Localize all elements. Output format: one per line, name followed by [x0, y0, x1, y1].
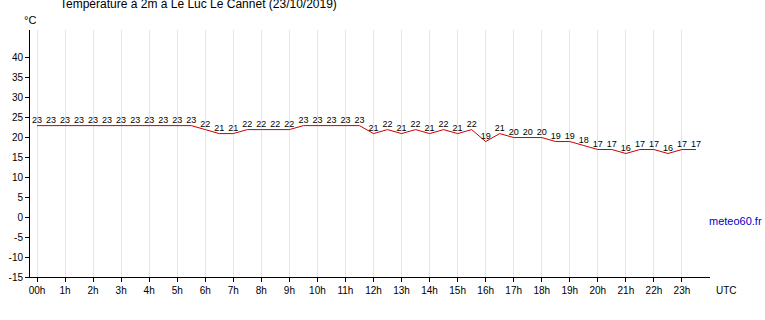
svg-text:7h: 7h [228, 285, 239, 296]
svg-text:5h: 5h [172, 285, 183, 296]
svg-text:10: 10 [12, 172, 24, 183]
svg-text:17: 17 [593, 139, 603, 149]
svg-text:25: 25 [12, 112, 24, 123]
svg-text:9h: 9h [284, 285, 295, 296]
svg-text:22: 22 [284, 119, 294, 129]
svg-text:21: 21 [369, 123, 379, 133]
svg-text:13h: 13h [393, 285, 410, 296]
svg-text:21: 21 [228, 123, 238, 133]
svg-text:18h: 18h [533, 285, 550, 296]
svg-text:23: 23 [326, 115, 336, 125]
svg-text:20: 20 [509, 127, 519, 137]
svg-text:20: 20 [12, 132, 24, 143]
svg-text:16: 16 [663, 143, 673, 153]
svg-text:3h: 3h [116, 285, 127, 296]
svg-text:22: 22 [411, 119, 421, 129]
svg-text:23: 23 [158, 115, 168, 125]
svg-text:15h: 15h [449, 285, 466, 296]
svg-text:19h: 19h [561, 285, 578, 296]
svg-text:22: 22 [467, 119, 477, 129]
svg-text:23: 23 [298, 115, 308, 125]
svg-text:10h: 10h [309, 285, 326, 296]
svg-text:17: 17 [691, 139, 701, 149]
svg-text:6h: 6h [200, 285, 211, 296]
svg-text:23: 23 [60, 115, 70, 125]
svg-text:23: 23 [74, 115, 84, 125]
svg-text:17: 17 [677, 139, 687, 149]
svg-text:35: 35 [12, 72, 24, 83]
svg-text:-5: -5 [14, 232, 23, 243]
svg-text:17: 17 [607, 139, 617, 149]
svg-text:16: 16 [621, 143, 631, 153]
svg-text:12h: 12h [365, 285, 382, 296]
svg-text:-15: -15 [9, 272, 24, 283]
svg-text:23: 23 [340, 115, 350, 125]
svg-text:18: 18 [579, 135, 589, 145]
svg-text:meteo60.fr: meteo60.fr [709, 215, 762, 227]
svg-text:21: 21 [425, 123, 435, 133]
svg-text:40: 40 [12, 52, 24, 63]
svg-text:-10: -10 [9, 252, 24, 263]
svg-text:23: 23 [102, 115, 112, 125]
svg-text:23: 23 [354, 115, 364, 125]
svg-text:19: 19 [551, 131, 561, 141]
svg-text:22: 22 [270, 119, 280, 129]
svg-text:21h: 21h [618, 285, 635, 296]
svg-text:17: 17 [649, 139, 659, 149]
svg-text:23: 23 [116, 115, 126, 125]
svg-text:22: 22 [256, 119, 266, 129]
svg-text:15: 15 [12, 152, 24, 163]
svg-text:23: 23 [186, 115, 196, 125]
svg-text:17h: 17h [505, 285, 522, 296]
svg-text:0: 0 [17, 212, 23, 223]
svg-text:22: 22 [383, 119, 393, 129]
svg-text:21: 21 [453, 123, 463, 133]
svg-text:23: 23 [130, 115, 140, 125]
svg-text:30: 30 [12, 92, 24, 103]
svg-text:21: 21 [495, 123, 505, 133]
svg-text:20: 20 [523, 127, 533, 137]
svg-text:20h: 20h [589, 285, 606, 296]
svg-text:1h: 1h [59, 285, 70, 296]
svg-text:00h: 00h [29, 285, 46, 296]
svg-text:17: 17 [635, 139, 645, 149]
svg-text:2h: 2h [88, 285, 99, 296]
svg-text:UTC: UTC [716, 285, 737, 296]
svg-text:Température à 2m à Le Luc Le C: Température à 2m à Le Luc Le Cannet (23/… [60, 0, 337, 11]
svg-text:23: 23 [312, 115, 322, 125]
svg-text:23: 23 [144, 115, 154, 125]
svg-text:11h: 11h [337, 285, 353, 296]
svg-text:23h: 23h [674, 285, 691, 296]
svg-text:14h: 14h [421, 285, 438, 296]
svg-text:23: 23 [46, 115, 56, 125]
svg-text:21: 21 [397, 123, 407, 133]
svg-text:21: 21 [214, 123, 224, 133]
svg-text:20: 20 [537, 127, 547, 137]
svg-text:8h: 8h [256, 285, 267, 296]
svg-text:22: 22 [242, 119, 252, 129]
svg-text:19: 19 [481, 131, 491, 141]
svg-text:16h: 16h [477, 285, 494, 296]
svg-text:4h: 4h [144, 285, 155, 296]
svg-text:°C: °C [24, 14, 36, 26]
svg-text:23: 23 [172, 115, 182, 125]
svg-text:22: 22 [439, 119, 449, 129]
svg-text:5: 5 [17, 192, 23, 203]
svg-text:23: 23 [32, 115, 42, 125]
svg-text:19: 19 [565, 131, 575, 141]
svg-text:23: 23 [88, 115, 98, 125]
svg-text:22: 22 [200, 119, 210, 129]
svg-text:22h: 22h [646, 285, 663, 296]
